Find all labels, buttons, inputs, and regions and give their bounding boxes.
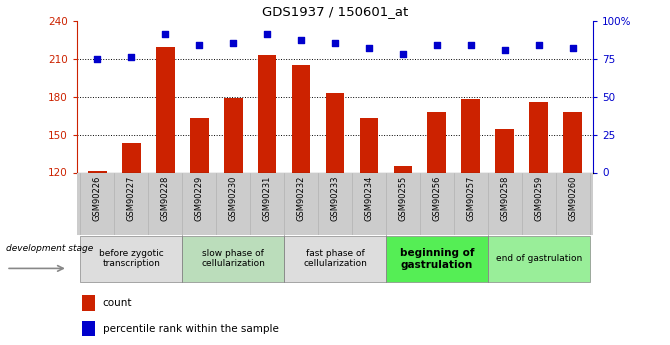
Text: count: count (103, 298, 133, 308)
Bar (360, 118, 379, 172)
Text: GSM90227: GSM90227 (127, 176, 136, 221)
Point (330, 41, 340, 46)
Bar (393, 166, 412, 172)
Text: end of gastrulation: end of gastrulation (496, 254, 582, 263)
Bar (82, 295, 95, 310)
Text: percentile rank within the sample: percentile rank within the sample (103, 324, 279, 334)
Point (397, 51, 408, 57)
Bar (80, 236, 182, 282)
Bar (224, 98, 243, 172)
Text: GSM90230: GSM90230 (228, 176, 238, 221)
Bar (284, 236, 386, 282)
Text: development stage: development stage (6, 244, 93, 253)
Bar (326, 93, 344, 172)
Bar (258, 55, 277, 172)
Title: GDS1937 / 150601_at: GDS1937 / 150601_at (262, 5, 408, 18)
Point (228, 41, 239, 46)
Text: GSM90256: GSM90256 (432, 176, 442, 221)
Text: GSM90259: GSM90259 (534, 176, 543, 221)
Point (194, 42, 204, 48)
Text: GSM90233: GSM90233 (330, 176, 340, 221)
Bar (563, 112, 582, 172)
Text: GSM90258: GSM90258 (500, 176, 509, 221)
Point (431, 42, 442, 48)
Bar (190, 118, 208, 172)
Text: GSM90234: GSM90234 (364, 176, 373, 221)
Bar (386, 236, 488, 282)
Text: fast phase of
cellularization: fast phase of cellularization (303, 249, 367, 268)
Text: GSM90231: GSM90231 (263, 176, 271, 221)
Text: GSM90228: GSM90228 (161, 176, 170, 221)
Point (126, 55, 137, 60)
Text: GSM90229: GSM90229 (195, 176, 204, 221)
Bar (462, 99, 480, 172)
Point (499, 47, 510, 52)
Text: GSM90226: GSM90226 (93, 176, 102, 221)
Bar (495, 129, 514, 172)
Point (92, 56, 103, 61)
Point (262, 32, 273, 37)
Bar (122, 144, 141, 172)
Bar (88, 171, 107, 172)
Bar (182, 236, 284, 282)
Point (364, 45, 375, 51)
Point (533, 42, 544, 48)
Text: beginning of
gastrulation: beginning of gastrulation (399, 248, 474, 269)
Text: GSM90257: GSM90257 (466, 176, 475, 221)
Text: GSM90255: GSM90255 (399, 176, 407, 221)
Bar (77, 172, 593, 235)
Text: GSM90232: GSM90232 (297, 176, 306, 221)
Bar (82, 321, 95, 336)
Point (567, 45, 578, 51)
Bar (156, 47, 175, 172)
Bar (488, 236, 590, 282)
Point (295, 38, 306, 43)
Text: GSM90260: GSM90260 (568, 176, 577, 221)
Point (466, 42, 476, 48)
Text: slow phase of
cellularization: slow phase of cellularization (201, 249, 265, 268)
Point (160, 32, 171, 37)
Bar (529, 102, 548, 172)
Bar (291, 65, 310, 172)
Bar (427, 112, 446, 172)
Text: before zygotic
transcription: before zygotic transcription (99, 249, 163, 268)
